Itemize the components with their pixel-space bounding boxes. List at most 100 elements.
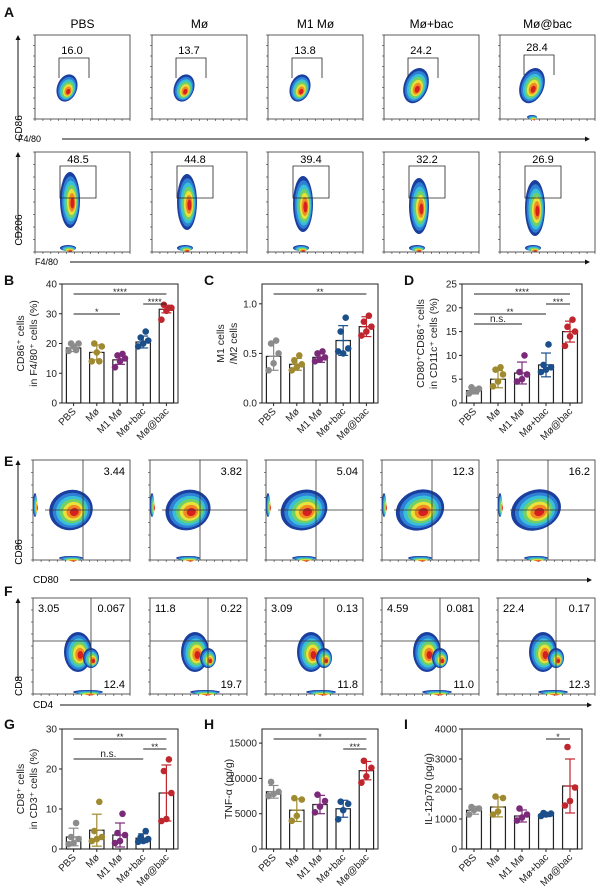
data-point	[91, 340, 98, 347]
data-point	[96, 798, 103, 806]
significance-label: *	[318, 732, 322, 742]
data-point	[339, 806, 347, 814]
y-tick-label: 10000	[229, 774, 257, 785]
data-point	[365, 312, 373, 320]
density-plot-small	[422, 690, 452, 696]
data-point	[114, 829, 121, 837]
data-point	[368, 323, 375, 330]
significance-label: **	[506, 307, 514, 317]
data-point	[165, 756, 173, 763]
y-tick-label: 0.5	[243, 349, 257, 360]
density-plot-lobe	[83, 648, 99, 668]
density-plot-edge	[266, 493, 271, 517]
data-point	[163, 815, 170, 823]
data-point	[288, 366, 296, 374]
data-point	[296, 352, 303, 359]
data-point	[492, 366, 499, 373]
density-plot-small	[176, 556, 200, 562]
density-contour	[324, 659, 328, 663]
y-tick-label: 10	[46, 369, 58, 380]
y-tick-label: 20	[46, 339, 58, 350]
significance-label: **	[316, 287, 324, 297]
group-label: PBS	[70, 17, 94, 31]
significance-label: ****	[148, 297, 163, 307]
data-point	[293, 812, 301, 820]
bar-chart-d: 0 5 10 15 20 25 CD80⁺CD86⁺ cells in CD11c⁺ cell…	[415, 280, 583, 443]
data-point	[314, 791, 321, 798]
y-tick-label: 5	[451, 375, 457, 386]
data-point	[168, 789, 175, 797]
data-point	[368, 764, 375, 772]
data-point	[494, 378, 502, 385]
density-plot-4	[409, 178, 429, 234]
density-contour	[66, 88, 71, 95]
x-axis-arrow-head	[587, 702, 592, 708]
panel-letter-g: G	[4, 716, 15, 732]
data-point	[267, 778, 275, 786]
quadrant-percentage: 5.04	[337, 466, 358, 478]
data-point	[275, 788, 282, 796]
data-point	[311, 358, 319, 365]
gate	[523, 54, 555, 75]
y-axis-label: in CD3⁺ cells (%)	[28, 749, 40, 830]
x-tick-label: Mø	[284, 406, 302, 424]
data-point	[158, 316, 165, 323]
y-axis-label: CD80⁺CD86⁺ cells	[415, 299, 427, 388]
data-point	[111, 364, 119, 371]
significance-label: n.s.	[100, 749, 116, 760]
y-tick-label: 2000	[435, 785, 458, 796]
significance-label: *	[556, 732, 560, 742]
data-point	[270, 790, 277, 798]
quadrant-percentage-upper-left: 3.05	[38, 603, 59, 615]
data-point	[360, 318, 368, 325]
gate-percentage: 24.2	[410, 45, 431, 57]
data-point	[316, 356, 324, 363]
data-point	[337, 798, 344, 806]
density-plot-small	[293, 245, 309, 252]
y-axis-label: CD206	[14, 214, 25, 246]
y-tick-label: 30	[46, 725, 58, 736]
plot-frame	[151, 34, 248, 120]
gate-percentage: 13.8	[294, 45, 315, 57]
data-point	[311, 808, 319, 816]
density-contour	[70, 197, 75, 209]
density-contour	[440, 659, 444, 663]
x-tick-label: Mø	[485, 406, 503, 424]
data-point	[119, 810, 126, 818]
y-tick-label: 0	[451, 845, 457, 856]
density-contour	[530, 85, 536, 93]
y-tick-label: 0	[51, 845, 57, 856]
bar	[158, 308, 175, 404]
data-point	[360, 757, 368, 765]
data-point	[165, 304, 173, 312]
y-tick-label: 40	[46, 280, 58, 291]
y-tick-label: 30	[46, 309, 58, 320]
y-axis-arrow-head	[15, 598, 21, 603]
data-point	[358, 332, 365, 339]
plot-frame	[499, 34, 596, 120]
density-plot-small	[292, 556, 316, 562]
x-axis-arrow-head	[585, 136, 590, 142]
quadrant-percentage: 12.3	[453, 466, 474, 478]
quadrant-percentage-upper-right: 0.17	[569, 603, 590, 615]
gate	[524, 165, 562, 199]
y-axis-label: CD86	[14, 115, 25, 141]
density-plot-edge	[382, 493, 387, 517]
data-point	[344, 345, 352, 352]
density-plot-small	[408, 556, 432, 562]
data-point	[521, 352, 528, 359]
density-contour	[417, 250, 421, 252]
data-point	[291, 794, 298, 802]
density-plot-edge	[33, 493, 38, 517]
density-contour	[270, 505, 271, 511]
x-tick-label: Mø	[84, 852, 102, 870]
significance-label: ****	[515, 287, 530, 297]
data-point	[70, 839, 77, 847]
y-tick-label: 10	[446, 351, 458, 362]
group-label: Mø@bac	[523, 17, 572, 31]
group-label: Mø	[191, 17, 209, 31]
data-point	[298, 796, 306, 803]
gate	[58, 57, 90, 78]
